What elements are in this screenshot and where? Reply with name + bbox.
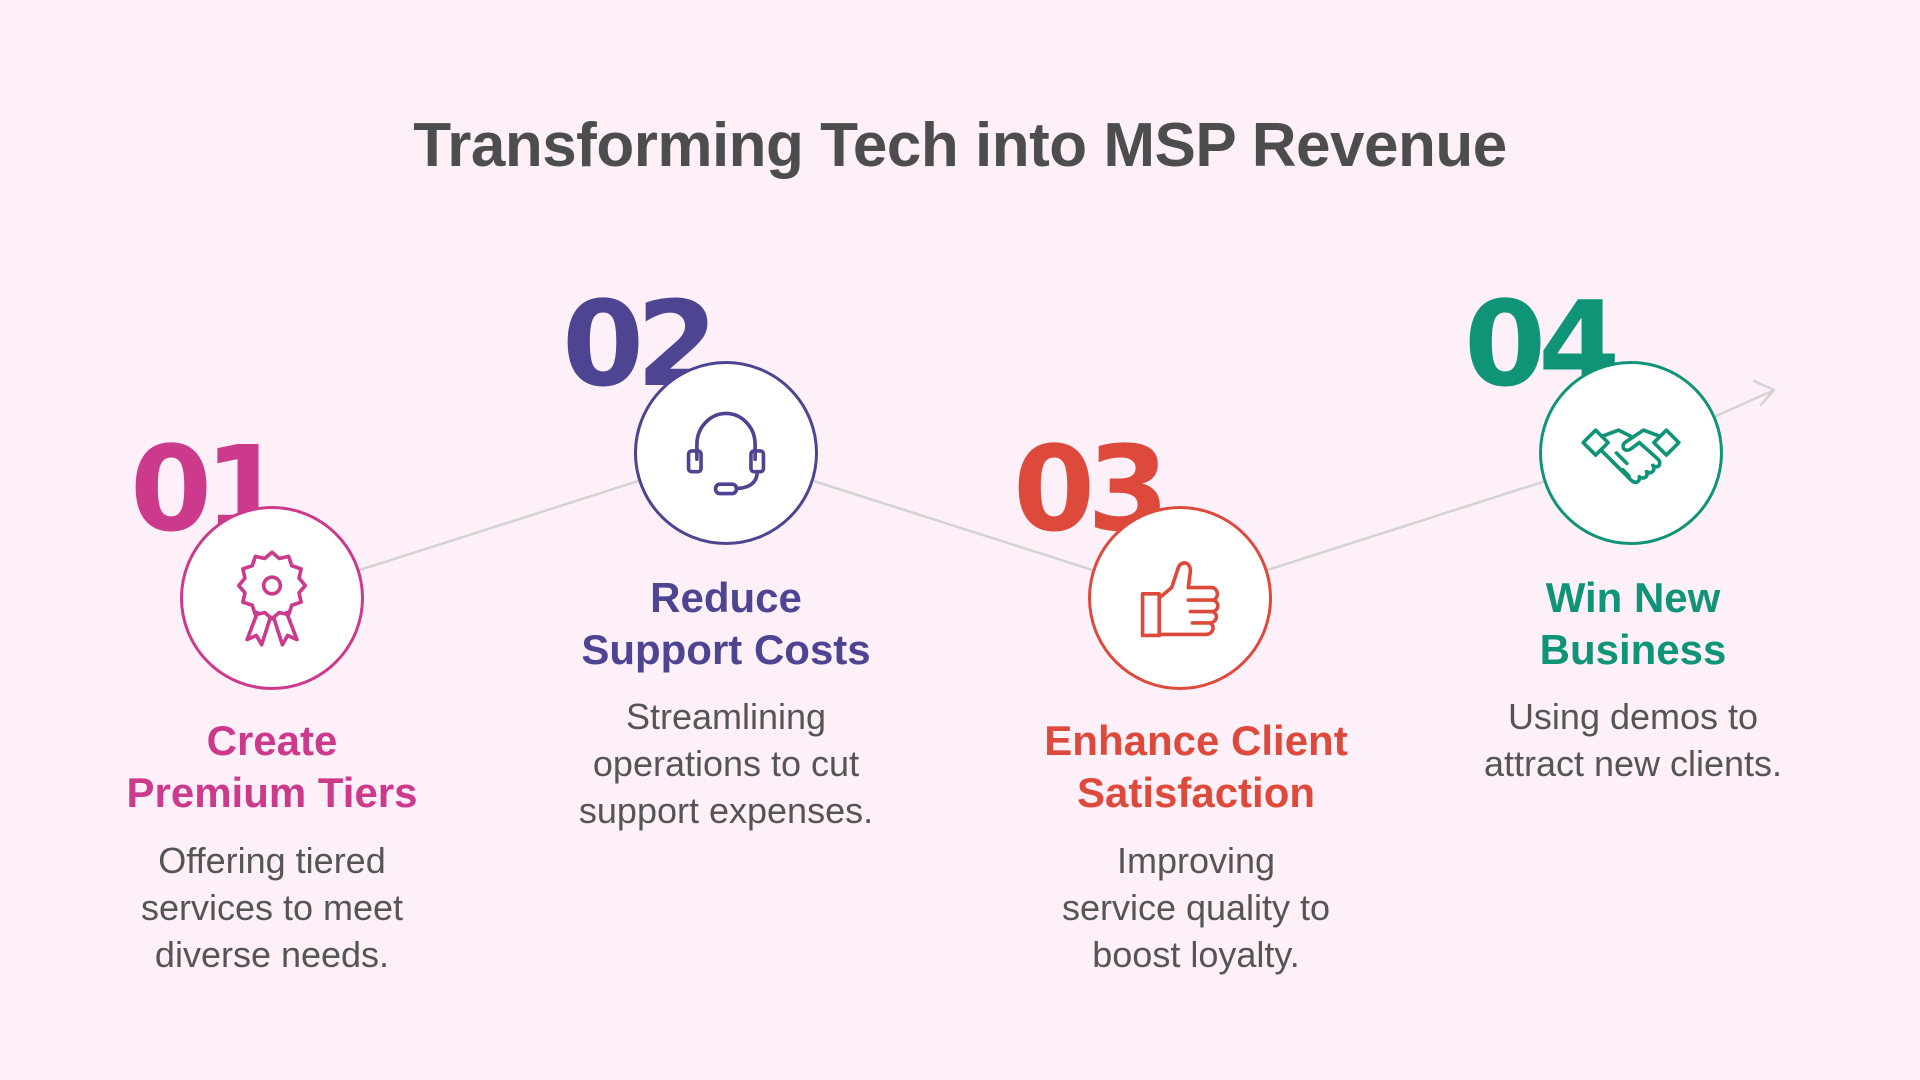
step-desc-01-line3: diverse needs. [154, 934, 390, 975]
handshake-icon [1581, 428, 1681, 485]
step-desc-03-line3: boost loyalty. [1092, 934, 1300, 975]
step-desc-02-line2: operations to cut [592, 743, 860, 784]
step-title-04: Win New Business [1423, 572, 1843, 676]
award-ribbon-icon [236, 550, 308, 647]
step-title-03: Enhance Client Satisfaction [986, 715, 1406, 819]
step-desc-04-line1: Using demos to [1507, 696, 1759, 737]
step-desc-01-line2: services to meet [140, 887, 404, 928]
step-title-02-line2: Support Costs [581, 626, 871, 673]
step-title-01-line1: Create [206, 717, 338, 764]
step-desc-04-line2: attract new clients. [1483, 743, 1783, 784]
step-desc-02-line1: Streamlining [625, 696, 827, 737]
step-circle-04 [1539, 361, 1723, 545]
step-title-03-line1: Enhance Client [1044, 717, 1348, 764]
step-title-02: Reduce Support Costs [516, 572, 936, 676]
step-desc-03: Improving service quality to boost loyal… [986, 837, 1406, 978]
step-desc-04: Using demos to attract new clients. [1423, 693, 1843, 787]
step-desc-03-line2: service quality to [1061, 887, 1331, 928]
step-title-04-line1: Win New [1545, 574, 1721, 621]
step-desc-03-line1: Improving [1116, 840, 1276, 881]
step-circle-03 [1088, 506, 1272, 690]
step-circle-01 [180, 506, 364, 690]
thumbs-up-icon [1140, 561, 1220, 638]
step-title-01-line2: Premium Tiers [126, 769, 418, 816]
step-desc-02-line3: support expenses. [578, 790, 874, 831]
step-title-01: Create Premium Tiers [62, 715, 482, 819]
step-circle-02 [634, 361, 818, 545]
step-desc-02: Streamlining operations to cut support e… [516, 693, 936, 834]
step-title-04-line2: Business [1539, 626, 1727, 673]
step-desc-01: Offering tiered services to meet diverse… [62, 837, 482, 978]
page-title: Transforming Tech into MSP Revenue [413, 111, 1507, 180]
headset-icon [686, 411, 766, 496]
step-title-02-line1: Reduce [650, 574, 802, 621]
step-desc-01-line1: Offering tiered [158, 840, 386, 881]
step-title-03-line2: Satisfaction [1076, 769, 1316, 816]
